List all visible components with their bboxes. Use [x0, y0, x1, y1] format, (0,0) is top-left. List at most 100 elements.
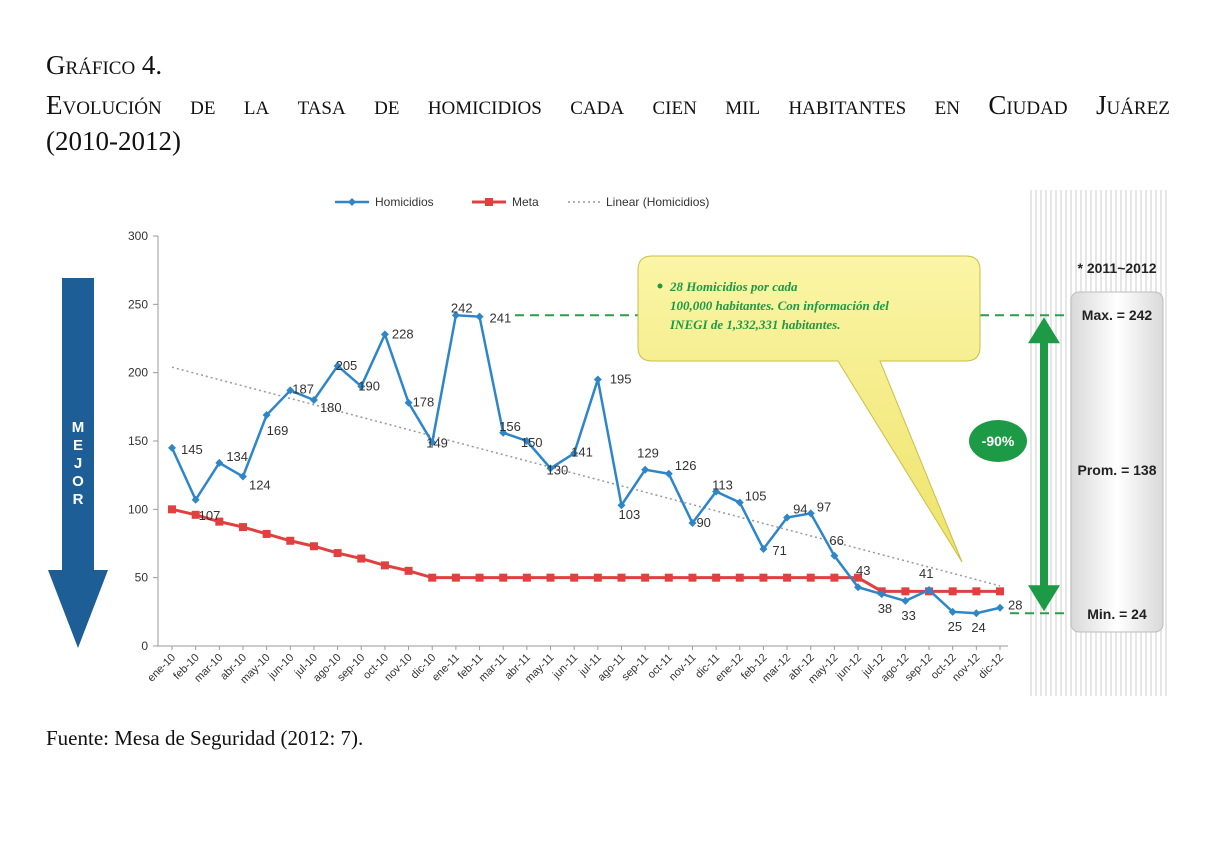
mejor-arrow-icon: [48, 278, 108, 648]
mejor-letter: M: [72, 419, 85, 436]
figure-title: Evolución de la tasa de homicidios cada cien mil…: [46, 88, 1170, 122]
homicidios-point: [759, 544, 768, 553]
data-label: 103: [618, 507, 640, 522]
data-label: 169: [267, 423, 289, 438]
homicidios-point: [546, 464, 555, 473]
legend-label-homicidios: Homicidios: [375, 195, 434, 209]
data-label: 94: [793, 502, 807, 517]
title-word: cada: [570, 90, 625, 120]
meta-point: [499, 573, 508, 582]
meta-point: [972, 587, 981, 596]
homicidios-point: [854, 583, 863, 592]
meta-point: [475, 573, 484, 582]
x-tick-label: dic-12: [976, 652, 1006, 682]
meta-point: [641, 573, 650, 582]
data-label: 33: [901, 608, 915, 623]
homicidios-point: [357, 382, 366, 391]
change-badge: [969, 420, 1027, 462]
data-label: 134: [226, 449, 248, 464]
data-label: 38: [878, 601, 892, 616]
data-label: 43: [856, 563, 870, 578]
data-label: 228: [392, 326, 414, 341]
meta-point: [664, 573, 673, 582]
homicidios-point: [451, 311, 460, 320]
homicidios-point: [191, 495, 200, 504]
x-tick-label: sep-11: [620, 652, 652, 684]
meta-series-line: [171, 507, 1000, 593]
homicidios-point: [215, 458, 224, 467]
homicidios-point: [499, 428, 508, 437]
data-label: 126: [675, 458, 697, 473]
mejor-letter: E: [73, 437, 83, 454]
homicidios-point: [688, 519, 697, 527]
data-label: 105: [745, 489, 767, 504]
callout-text-line: INEGI de 1,332,331 habitantes.: [669, 317, 840, 332]
x-tick-label: jun-10: [266, 652, 297, 683]
data-label: 242: [451, 300, 473, 315]
y-tick-label: 0: [141, 639, 148, 653]
meta-point: [759, 573, 768, 582]
meta-point: [333, 549, 342, 558]
homicidios-point: [948, 607, 957, 616]
data-label: 145: [181, 442, 203, 457]
data-label: 129: [637, 446, 659, 461]
callout-bullet: [657, 283, 663, 289]
meta-point: [522, 573, 531, 582]
meta-point: [830, 573, 839, 582]
homicidios-point: [238, 472, 247, 481]
data-label: 113: [712, 478, 733, 493]
meta-point: [712, 573, 721, 582]
data-label: 28: [1008, 598, 1022, 613]
meta-point: [380, 561, 389, 570]
mejor-letter: R: [73, 491, 84, 508]
data-label: 241: [490, 311, 512, 326]
homicidios-point: [309, 396, 318, 404]
homicidios-point: [333, 361, 342, 370]
meta-point: [806, 573, 815, 582]
range-arrow-up-icon: [1028, 317, 1060, 344]
homicidios-point: [168, 443, 176, 452]
meta-point: [688, 573, 697, 582]
data-label: 66: [829, 533, 843, 548]
data-label: 71: [772, 543, 786, 558]
meta-point: [262, 529, 271, 538]
figure-years: (2010-2012): [46, 126, 181, 156]
data-label: 90: [696, 515, 710, 530]
homicidios-point: [617, 501, 626, 510]
mejor-letter: O: [72, 473, 84, 490]
data-label: 156: [499, 419, 521, 434]
homicidios-point: [522, 437, 531, 445]
data-label: 180: [320, 400, 342, 415]
title-word: mil: [725, 90, 761, 120]
meta-point: [191, 510, 200, 519]
data-label: 41: [919, 566, 933, 581]
homicidios-point: [783, 513, 792, 522]
homicidios-point: [380, 330, 389, 339]
legend-marker-homicidios: [348, 198, 356, 206]
x-tick-label: ene-10: [145, 652, 178, 685]
data-label: 141: [571, 444, 593, 459]
homicidios-point: [404, 398, 413, 407]
meta-point: [168, 505, 176, 514]
callout-bubble: [637, 255, 981, 563]
legend-label-trend: Linear (Homicidios): [606, 195, 709, 209]
y-tick-label: 200: [128, 366, 148, 380]
title-word: habitantes: [788, 90, 907, 120]
homicidios-point: [475, 312, 484, 321]
data-label: 97: [817, 499, 831, 514]
meta-point: [783, 573, 792, 582]
homicidios-point: [830, 551, 839, 560]
meta-point: [735, 573, 744, 582]
x-tick-label: nov-11: [667, 652, 699, 684]
data-label: 24: [971, 620, 985, 635]
homicidios-point: [262, 411, 271, 420]
meta-point: [948, 587, 957, 596]
title-word: Juárez: [1095, 90, 1170, 120]
data-label: 150: [521, 435, 543, 450]
meta-point: [286, 536, 295, 545]
title-word: cien: [652, 90, 697, 120]
title-word: tasa: [297, 90, 346, 120]
y-tick-label: 100: [128, 502, 148, 516]
callout-text-line: 100,000 habitantes. Con información del: [670, 298, 889, 313]
homicidios-point: [925, 585, 934, 594]
